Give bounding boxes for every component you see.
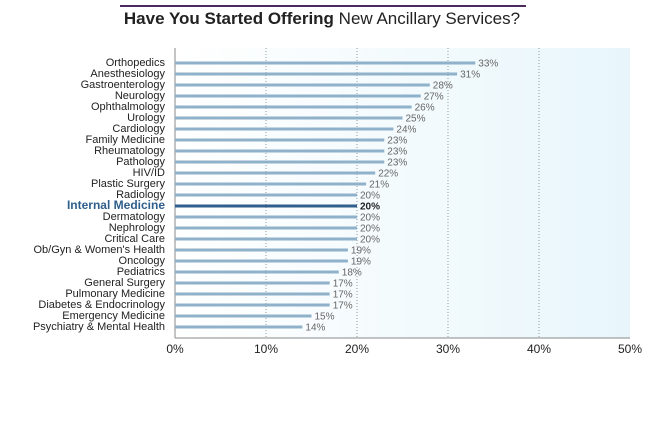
bar bbox=[175, 248, 348, 252]
bar bbox=[175, 281, 330, 285]
bar bbox=[175, 215, 357, 219]
y-tick-label: Internal Medicine bbox=[67, 198, 165, 212]
value-label: 21% bbox=[369, 180, 389, 191]
value-label: 20% bbox=[360, 202, 380, 213]
bar bbox=[175, 105, 412, 109]
bar bbox=[175, 237, 357, 241]
value-label: 19% bbox=[351, 246, 371, 257]
value-label: 27% bbox=[424, 92, 444, 103]
value-label: 33% bbox=[478, 59, 498, 70]
bar bbox=[175, 303, 330, 307]
y-tick-label: Dermatology bbox=[103, 211, 166, 223]
y-tick-label: Oncology bbox=[119, 255, 166, 267]
value-label: 14% bbox=[305, 323, 325, 334]
y-tick-label: HIV/ID bbox=[133, 167, 165, 179]
y-tick-label: Pathology bbox=[116, 156, 165, 168]
bar bbox=[175, 171, 376, 175]
bar bbox=[175, 204, 357, 208]
x-tick-label: 10% bbox=[254, 342, 278, 356]
bar bbox=[175, 138, 385, 142]
y-tick-label: Pediatrics bbox=[117, 266, 166, 278]
bar bbox=[175, 182, 367, 186]
y-tick-label: Radiology bbox=[116, 189, 165, 201]
bar bbox=[175, 270, 339, 274]
y-tick-label: Critical Care bbox=[104, 233, 165, 245]
value-label: 20% bbox=[360, 191, 380, 202]
y-tick-label: Anesthesiology bbox=[90, 68, 165, 80]
x-tick-label: 0% bbox=[166, 342, 184, 356]
title-regular: New Ancillary Services? bbox=[339, 9, 520, 28]
y-tick-label: Pulmonary Medicine bbox=[65, 288, 165, 300]
y-tick-label: Rheumatology bbox=[94, 145, 165, 157]
x-tick-label: 50% bbox=[618, 342, 642, 356]
y-tick-label: Ob/Gyn & Women's Health bbox=[33, 244, 165, 256]
value-label: 31% bbox=[460, 70, 480, 81]
value-label: 20% bbox=[360, 213, 380, 224]
x-tick-label: 30% bbox=[436, 342, 460, 356]
value-label: 15% bbox=[315, 312, 335, 323]
y-tick-label: General Surgery bbox=[84, 277, 165, 289]
y-tick-label: Cardiology bbox=[112, 123, 165, 135]
value-label: 24% bbox=[396, 125, 416, 136]
value-label: 25% bbox=[406, 114, 426, 125]
value-label: 19% bbox=[351, 257, 371, 268]
y-tick-label: Ophthalmology bbox=[91, 101, 165, 113]
chart-title: Have You Started Offering New Ancillary … bbox=[124, 9, 520, 28]
title-bold: Have You Started Offering bbox=[124, 9, 334, 28]
y-tick-label: Urology bbox=[127, 112, 165, 124]
bar bbox=[175, 61, 476, 65]
value-label: 23% bbox=[387, 147, 407, 158]
bar bbox=[175, 259, 348, 263]
bar bbox=[175, 116, 403, 120]
bar bbox=[175, 226, 357, 230]
y-tick-label: Neurology bbox=[115, 90, 166, 102]
x-tick-label: 20% bbox=[345, 342, 369, 356]
value-label: 22% bbox=[378, 169, 398, 180]
value-label: 18% bbox=[342, 268, 362, 279]
x-tick-label: 40% bbox=[527, 342, 551, 356]
y-tick-label: Nephrology bbox=[109, 222, 166, 234]
y-tick-label: Diabetes & Endocrinology bbox=[38, 299, 165, 311]
bar bbox=[175, 325, 303, 329]
value-label: 20% bbox=[360, 235, 380, 246]
value-label: 17% bbox=[333, 279, 353, 290]
value-label: 17% bbox=[333, 301, 353, 312]
bar bbox=[175, 292, 330, 296]
bar bbox=[175, 160, 385, 164]
bar bbox=[175, 94, 421, 98]
value-label: 17% bbox=[333, 290, 353, 301]
bar bbox=[175, 83, 430, 87]
value-label: 28% bbox=[433, 81, 453, 92]
bar bbox=[175, 127, 394, 131]
value-label: 20% bbox=[360, 224, 380, 235]
y-tick-label: Family Medicine bbox=[86, 134, 165, 146]
y-tick-label: Emergency Medicine bbox=[62, 310, 165, 322]
y-tick-label: Psychiatry & Mental Health bbox=[33, 321, 165, 333]
bar bbox=[175, 72, 458, 76]
bar bbox=[175, 314, 312, 318]
value-label: 26% bbox=[415, 103, 435, 114]
value-label: 23% bbox=[387, 136, 407, 147]
bar bbox=[175, 193, 357, 197]
bar bbox=[175, 149, 385, 153]
y-tick-label: Orthopedics bbox=[106, 57, 166, 69]
value-label: 23% bbox=[387, 158, 407, 169]
y-tick-label: Plastic Surgery bbox=[91, 178, 165, 190]
y-tick-label: Gastroenterology bbox=[81, 79, 166, 91]
